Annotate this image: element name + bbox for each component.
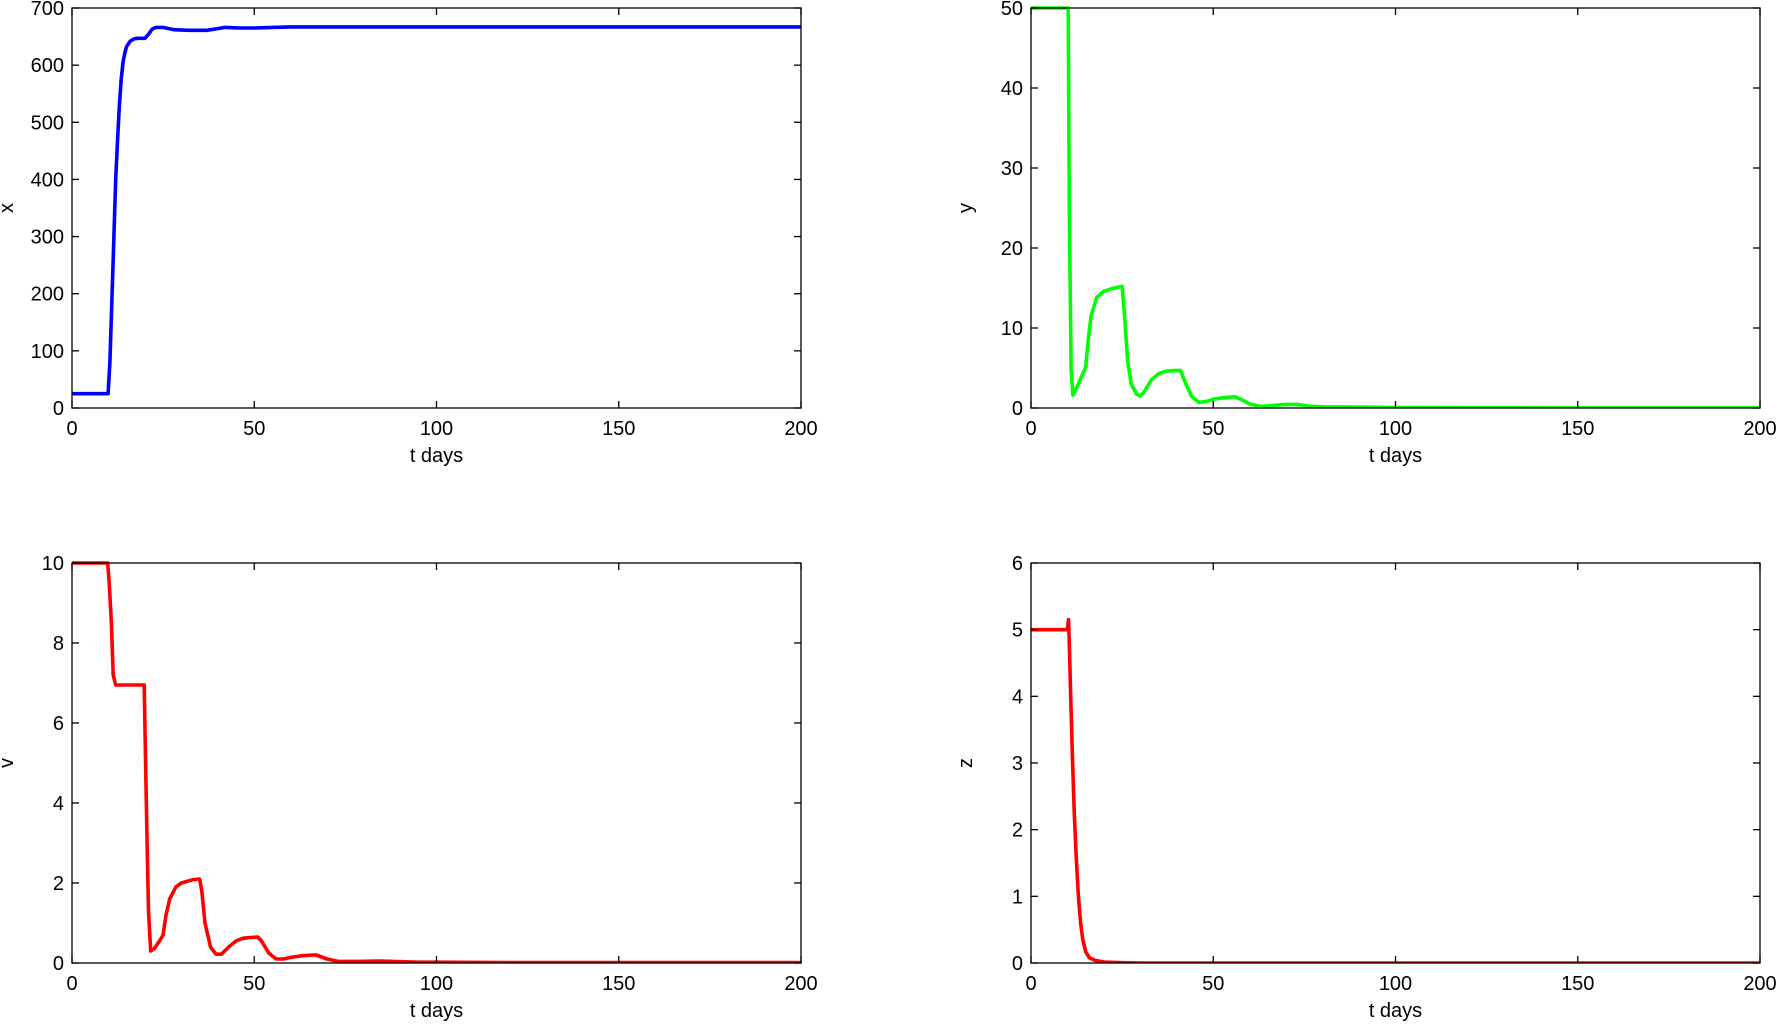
xtick-label: 0 (1025, 973, 1036, 995)
ytick-label: 100 (31, 341, 64, 363)
z-plot-xtick-labels: 0 50 100 150 200 (1025, 973, 1776, 995)
v-plot-ytick-labels: 0 2 4 6 8 10 (42, 553, 64, 975)
v-series-path (72, 561, 801, 963)
x-plot-xlabel: t days (410, 445, 463, 467)
xtick-label: 150 (1561, 973, 1594, 995)
xtick-label: 50 (1202, 973, 1224, 995)
xtick-label: 50 (243, 973, 265, 995)
ytick-label: 0 (1012, 953, 1023, 975)
ytick-label: 400 (31, 169, 64, 191)
v-plot-ylabel: v (0, 758, 18, 768)
x-series-path (72, 25, 801, 396)
y-plot-xlabel: t days (1369, 445, 1422, 467)
xtick-label: 50 (243, 418, 265, 440)
ytick-label: 6 (1012, 553, 1023, 575)
y-plot-ticks (1030, 7, 1761, 409)
x-plot-ticks (71, 7, 802, 409)
ytick-label: 1 (1012, 886, 1023, 908)
xtick-label: 150 (602, 418, 635, 440)
ytick-label: 10 (1001, 318, 1023, 340)
xtick-label: 0 (66, 973, 77, 995)
ytick-label: 4 (1012, 686, 1023, 708)
subplot-x: 0 50 100 150 200 0 100 200 300 400 500 600 700 t da… (0, 0, 818, 467)
ytick-label: 6 (53, 713, 64, 735)
xtick-label: 50 (1202, 418, 1224, 440)
xtick-label: 0 (1025, 418, 1036, 440)
xtick-label: 0 (66, 418, 77, 440)
subplot-v: 0 50 100 150 200 0 2 4 6 8 10 t days v (0, 553, 818, 1022)
x-line (72, 25, 801, 396)
y-line (1031, 6, 1760, 408)
y-plot-xtick-labels: 0 50 100 150 200 (1025, 418, 1776, 440)
x-plot-ytick-labels: 0 100 200 300 400 500 600 700 (31, 0, 64, 420)
v-plot-ticks (71, 562, 802, 964)
z-line (1031, 617, 1760, 963)
ytick-label: 700 (31, 0, 64, 20)
xtick-label: 150 (1561, 418, 1594, 440)
z-plot-ticks (1030, 562, 1761, 964)
z-plot-ytick-labels: 0 1 2 3 4 5 6 (1012, 553, 1023, 975)
ytick-label: 4 (53, 793, 64, 815)
x-plot-ylabel: x (0, 203, 18, 213)
z-plot-ylabel: z (955, 758, 977, 768)
ytick-label: 8 (53, 633, 64, 655)
v-plot-xlabel: t days (410, 1000, 463, 1022)
ytick-label: 200 (31, 284, 64, 306)
xtick-label: 100 (420, 418, 453, 440)
ytick-label: 40 (1001, 78, 1023, 100)
y-plot-ylabel: y (955, 203, 977, 213)
subplot-y: 0 50 100 150 200 0 10 20 30 40 50 t days y (955, 0, 1777, 467)
ytick-label: 0 (1012, 398, 1023, 420)
y-plot-ytick-labels: 0 10 20 30 40 50 (1001, 0, 1023, 420)
ytick-label: 0 (53, 953, 64, 975)
xtick-label: 150 (602, 973, 635, 995)
xtick-label: 200 (1743, 418, 1776, 440)
ytick-label: 300 (31, 227, 64, 249)
ytick-label: 2 (1012, 820, 1023, 842)
xtick-label: 200 (784, 418, 817, 440)
v-line (72, 561, 801, 963)
v-plot-xtick-labels: 0 50 100 150 200 (66, 973, 817, 995)
xtick-label: 200 (1743, 973, 1776, 995)
ytick-label: 2 (53, 873, 64, 895)
xtick-label: 100 (420, 973, 453, 995)
xtick-label: 200 (784, 973, 817, 995)
z-plot-xlabel: t days (1369, 1000, 1422, 1022)
ytick-label: 20 (1001, 238, 1023, 260)
ytick-label: 600 (31, 55, 64, 77)
y-series-path (1031, 6, 1760, 408)
ytick-label: 3 (1012, 753, 1023, 775)
subplot-z: 0 50 100 150 200 0 1 2 3 4 5 6 t days z (955, 553, 1777, 1022)
ytick-label: 5 (1012, 620, 1023, 642)
ytick-label: 0 (53, 398, 64, 420)
xtick-label: 100 (1379, 418, 1412, 440)
ytick-label: 10 (42, 553, 64, 575)
ytick-label: 30 (1001, 158, 1023, 180)
ytick-label: 500 (31, 112, 64, 134)
xtick-label: 100 (1379, 973, 1412, 995)
ytick-label: 50 (1001, 0, 1023, 20)
x-plot-xtick-labels: 0 50 100 150 200 (66, 418, 817, 440)
z-series-path (1031, 617, 1760, 963)
